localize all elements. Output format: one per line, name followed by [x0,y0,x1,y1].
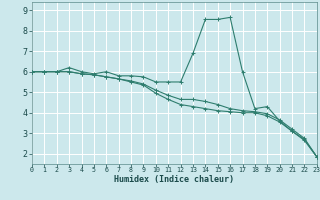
X-axis label: Humidex (Indice chaleur): Humidex (Indice chaleur) [115,175,234,184]
